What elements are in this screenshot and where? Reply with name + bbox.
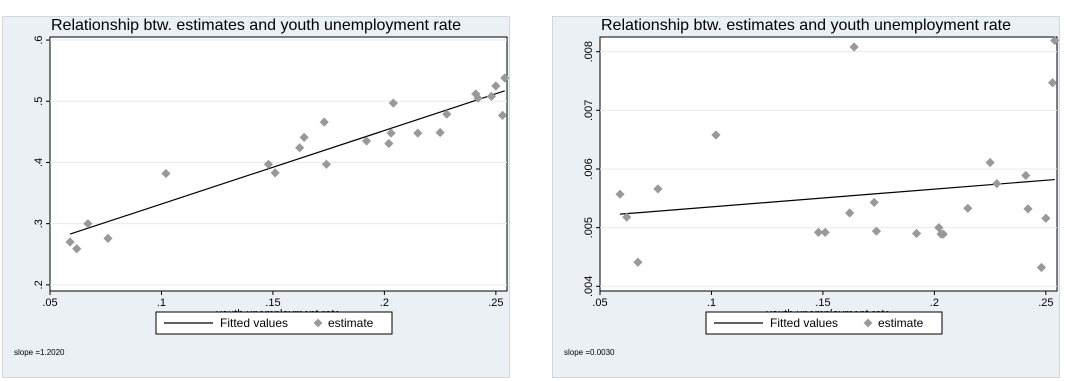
data-point (491, 81, 501, 91)
data-point (161, 168, 171, 179)
data-point (963, 203, 973, 213)
data-point (911, 228, 922, 239)
data-point (384, 138, 394, 149)
data-point (435, 127, 445, 138)
chart-panel-left: .2 .3 .4 .5 .6 .05 .1 .15 .2 .25 Relationship btw.… (2, 16, 510, 378)
data-point (1041, 213, 1051, 223)
data-point (820, 227, 830, 237)
data-point (500, 73, 510, 83)
x-tick-label: .05 (592, 297, 607, 309)
x-tick-label: .25 (1038, 297, 1053, 309)
data-point (813, 227, 824, 237)
slope-note: slope =0.0030 (564, 348, 615, 357)
data-point (1047, 78, 1058, 88)
legend-box (155, 311, 393, 335)
legend-label-fitted: Fitted values (220, 316, 288, 330)
chart-panel-right: .004 .005 .006 .007 .008 .05 .1 .15 .2 .25 Relatio… (552, 16, 1060, 378)
plot-area (599, 36, 1058, 292)
y-tick-label: .007 (583, 100, 595, 121)
y-tick-label: .004 (583, 276, 595, 297)
x-tick-label: .05 (42, 297, 57, 309)
data-point (845, 208, 855, 218)
y-tick-label: .3 (33, 219, 45, 228)
data-point (934, 223, 944, 233)
y-tick-label: .005 (583, 217, 595, 238)
data-point (497, 110, 508, 120)
legend-diamond-swatch (313, 318, 323, 328)
x-tick-label: .15 (815, 297, 830, 309)
x-tick-label: .1 (707, 297, 716, 309)
data-point (388, 98, 398, 108)
data-point (615, 189, 625, 199)
x-tick-label: .25 (488, 297, 503, 309)
legend-diamond-swatch (863, 318, 873, 328)
x-tick-label: .1 (157, 297, 166, 309)
y-tick-label: .006 (583, 158, 595, 179)
data-point (473, 93, 483, 103)
data-point (442, 109, 452, 119)
chart-title: Relationship btw. estimates and youth un… (601, 17, 1011, 34)
data-point (295, 143, 305, 153)
x-tick-label: .2 (930, 297, 939, 309)
chart-title: Relationship btw. estimates and youth un… (51, 17, 461, 34)
fitted-line (620, 178, 1055, 215)
data-point (486, 91, 496, 101)
data-point (263, 159, 274, 169)
y-tick-label: .2 (33, 280, 45, 289)
legend-label-estimate: estimate (878, 316, 924, 330)
chart-svg: .004 .005 .006 .007 .008 .05 .1 .15 .2 .25 Relatio… (552, 16, 1060, 378)
y-tick-label: .4 (33, 158, 45, 167)
legend-label-fitted: Fitted values (770, 316, 838, 330)
data-point (871, 226, 882, 236)
data-point (985, 157, 995, 168)
data-point (83, 219, 93, 229)
data-point (938, 229, 948, 239)
data-point (299, 132, 309, 142)
data-point (869, 197, 879, 208)
data-point (319, 117, 329, 127)
slope-note: slope =1.2020 (14, 348, 65, 357)
data-point (992, 179, 1002, 189)
data-point (321, 159, 332, 169)
data-point (65, 237, 75, 247)
data-point (72, 244, 82, 254)
x-tick-label: .15 (265, 297, 280, 309)
data-point (361, 136, 372, 146)
data-point (622, 212, 632, 222)
legend-label-estimate: estimate (328, 316, 374, 330)
y-tick-label: .5 (33, 97, 45, 106)
data-point (270, 168, 280, 178)
data-point (1021, 170, 1031, 181)
data-point (1036, 262, 1046, 273)
y-tick-label: .6 (33, 35, 45, 44)
data-point (849, 42, 859, 52)
x-tick-label: .2 (380, 297, 389, 309)
data-point (471, 89, 481, 99)
chart-svg: .2 .3 .4 .5 .6 .05 .1 .15 .2 .25 Relationship btw.… (2, 16, 510, 378)
legend-box (705, 311, 943, 335)
fitted-line (69, 90, 505, 235)
y-tick-label: .008 (583, 41, 595, 62)
plot-area (49, 36, 508, 292)
data-point (103, 233, 113, 243)
